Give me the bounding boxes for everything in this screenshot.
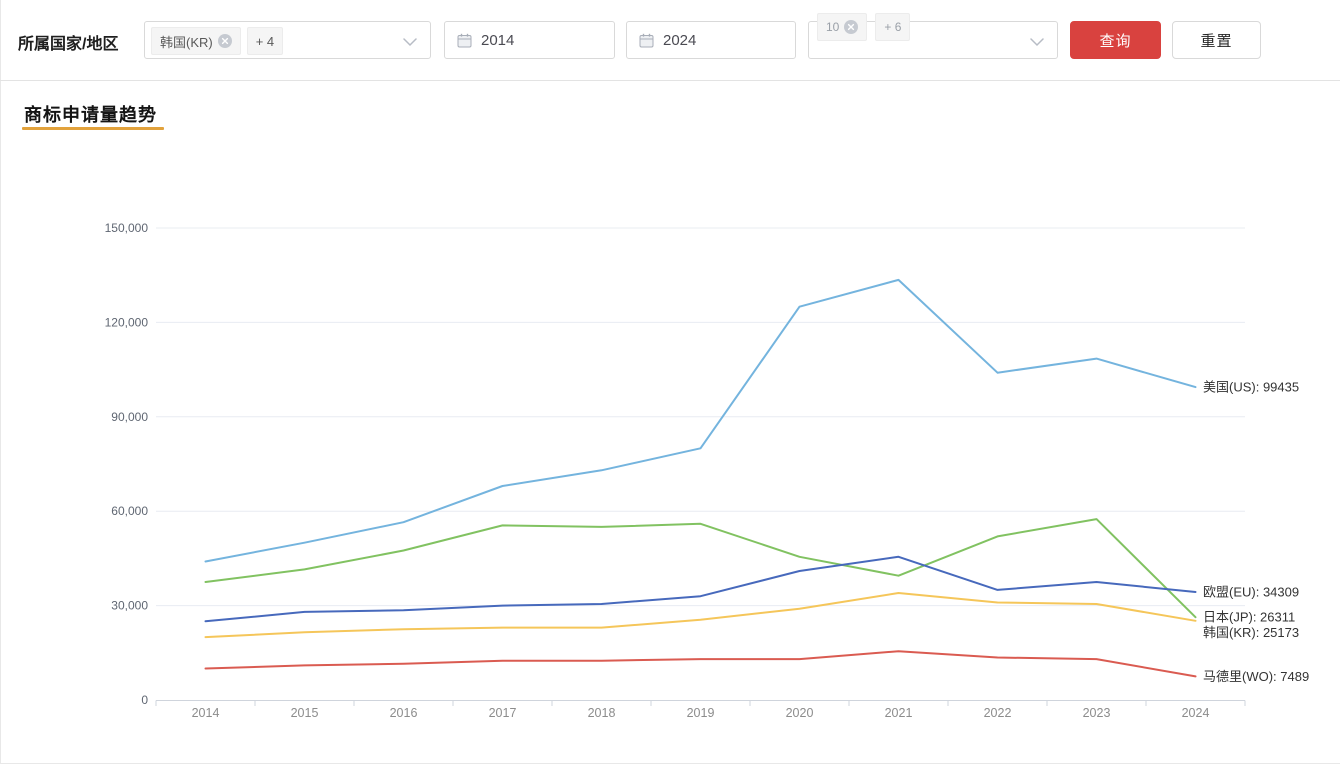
title-underline	[22, 127, 164, 130]
tag-close-icon[interactable]	[844, 20, 859, 34]
y-axis-label: 0	[141, 693, 148, 707]
trend-chart: 0 30,000 60,000 90,000 120,000 150,000 2014 201…	[105, 221, 1310, 720]
x-axis-label: 2022	[984, 706, 1012, 720]
series-end-label: 美国(US): 99435	[1203, 380, 1299, 395]
trend-chart-wrap: 0 30,000 60,000 90,000 120,000 150,000 2014 201…	[0, 140, 1340, 760]
x-axis-label: 2024	[1182, 706, 1210, 720]
series-end-label: 韩国(KR): 25173	[1203, 625, 1299, 640]
series-end-label: 日本(JP): 26311	[1203, 610, 1295, 625]
selected-tag: + 4	[246, 27, 284, 55]
series-line-1[interactable]	[204, 518, 1197, 619]
header-divider	[0, 80, 1340, 81]
x-axis-label: 2019	[687, 706, 715, 720]
x-axis-label: 2021	[885, 706, 913, 720]
x-axis-label: 2014	[192, 706, 220, 720]
start-year-input[interactable]: 2014	[444, 21, 615, 59]
x-axis-label: 2017	[489, 706, 517, 720]
calendar-icon	[639, 33, 654, 47]
extra-select[interactable]: 10 + 6	[808, 13, 1058, 59]
selected-tag-label: + 6	[884, 20, 902, 34]
y-axis-label: 30,000	[111, 599, 148, 613]
selected-tag-label: 韩国(KR)	[160, 34, 213, 50]
x-axis-label: 2023	[1083, 706, 1111, 720]
card-left-border	[0, 0, 1, 764]
chevron-down-icon	[403, 38, 417, 47]
filter-bar: 所属国家/地区 韩国(KR) + 4 2014 2024 10 + 6 查询 重置	[0, 0, 1340, 80]
selected-tag-label: 10	[826, 20, 840, 34]
country-select[interactable]: 韩国(KR) + 4	[144, 21, 431, 59]
extra-select-clipped-tags: 10 + 6	[817, 13, 911, 41]
series-line-3[interactable]	[204, 592, 1197, 639]
tag-close-icon[interactable]	[217, 34, 232, 48]
country-select-tags: 韩国(KR) + 4	[151, 27, 284, 55]
query-button[interactable]: 查询	[1070, 21, 1161, 59]
series-line-0[interactable]	[204, 278, 1197, 563]
y-axis-label: 90,000	[111, 410, 148, 424]
chevron-down-icon	[1030, 38, 1044, 47]
page-title: 商标申请量趋势	[24, 105, 157, 125]
series-end-label: 欧盟(EU): 34309	[1203, 585, 1299, 600]
y-axis-label: 150,000	[105, 221, 149, 235]
selected-tag-label: + 4	[255, 33, 275, 49]
reset-button[interactable]: 重置	[1172, 21, 1261, 59]
country-region-label: 所属国家/地区	[18, 36, 119, 53]
start-year-value: 2014	[481, 31, 515, 49]
series-line-4[interactable]	[204, 650, 1197, 678]
x-axis-label: 2016	[390, 706, 418, 720]
y-axis-label: 60,000	[111, 504, 148, 518]
card-bottom-border	[0, 763, 1340, 764]
selected-tag: 10	[817, 13, 868, 41]
end-year-input[interactable]: 2024	[626, 21, 796, 59]
selected-tag: + 6	[875, 13, 911, 41]
calendar-icon	[457, 33, 472, 47]
x-axis-label: 2018	[588, 706, 616, 720]
end-year-value: 2024	[663, 31, 697, 49]
series-line-2[interactable]	[204, 555, 1197, 623]
x-axis-label: 2015	[291, 706, 319, 720]
x-axis-label: 2020	[786, 706, 814, 720]
selected-tag: 韩国(KR)	[151, 27, 241, 55]
y-axis-label: 120,000	[105, 315, 149, 329]
series-end-label: 马德里(WO): 7489	[1203, 669, 1309, 684]
